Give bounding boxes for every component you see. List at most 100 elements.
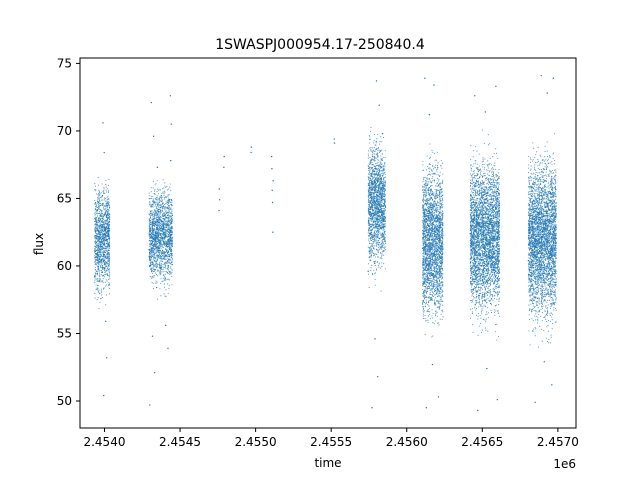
data-point: [373, 189, 375, 192]
data-point: [100, 259, 103, 262]
data-point: [532, 207, 534, 209]
data-point: [167, 347, 169, 350]
data-point: [155, 286, 158, 289]
data-point: [491, 255, 493, 258]
data-point: [103, 151, 105, 154]
data-point: [103, 267, 106, 270]
data-point: [270, 155, 273, 158]
data-points: [93, 74, 557, 412]
data-point: [170, 123, 172, 125]
data-point: [161, 238, 164, 240]
data-point: [170, 246, 172, 248]
data-point: [372, 212, 374, 214]
data-point: [496, 398, 499, 401]
x-axis-label: time: [314, 456, 341, 470]
data-point: [375, 168, 377, 170]
x-tick-label: 2.4560: [386, 435, 428, 449]
data-point: [152, 200, 154, 202]
data-point: [551, 203, 554, 205]
data-point: [102, 239, 105, 241]
data-point: [103, 394, 105, 397]
data-point: [271, 201, 274, 204]
data-point: [151, 335, 154, 337]
y-axis: 50 55 60 65 70 75: [57, 56, 80, 408]
data-point: [538, 219, 540, 221]
data-point: [423, 282, 425, 285]
data-point: [104, 234, 107, 236]
data-point: [527, 259, 530, 262]
x-axis-offset-label: 1e6: [553, 457, 576, 471]
data-point: [167, 228, 170, 231]
data-point: [171, 263, 173, 266]
x-tick-label: 2.4540: [83, 435, 125, 449]
data-point: [149, 212, 152, 214]
data-point: [166, 272, 169, 274]
data-point: [159, 196, 161, 198]
data-point: [218, 188, 221, 190]
data-point: [543, 361, 545, 363]
data-point: [431, 363, 434, 366]
plot-frame: [79, 57, 577, 429]
data-point: [382, 219, 385, 221]
data-point: [271, 189, 273, 192]
data-point: [384, 184, 386, 186]
data-point: [427, 224, 430, 227]
y-tick-label: 60: [57, 259, 72, 273]
data-point: [375, 80, 378, 82]
data-point: [105, 203, 108, 205]
data-point: [169, 199, 171, 201]
data-point: [169, 95, 172, 97]
data-point: [108, 284, 110, 286]
data-point: [498, 250, 500, 252]
data-point: [433, 84, 435, 86]
data-point: [424, 208, 427, 210]
data-point: [223, 166, 225, 169]
data-point: [421, 247, 424, 250]
data-point: [100, 215, 102, 217]
data-point: [218, 209, 220, 212]
data-point: [272, 180, 274, 182]
data-point: [428, 114, 431, 116]
data-point: [96, 209, 98, 212]
data-point: [218, 199, 221, 201]
data-point: [164, 262, 166, 264]
x-tick-label: 2.4555: [310, 435, 352, 449]
data-point: [477, 409, 479, 412]
data-point: [148, 249, 150, 251]
y-tick-label: 70: [57, 124, 72, 138]
x-tick-label: 2.4565: [461, 435, 503, 449]
data-point: [374, 338, 376, 340]
data-point: [437, 288, 439, 290]
data-point: [106, 357, 108, 359]
data-point: [434, 200, 436, 202]
data-point: [377, 375, 379, 378]
data-point: [381, 196, 383, 198]
data-point: [552, 77, 555, 79]
data-point: [485, 243, 488, 246]
dense-band-3: [367, 126, 387, 292]
data-point: [156, 166, 159, 169]
data-point: [548, 232, 551, 235]
data-point: [101, 195, 104, 197]
data-point: [150, 101, 153, 104]
data-point: [333, 142, 336, 144]
data-point: [471, 284, 473, 286]
data-point: [367, 270, 369, 273]
data-point: [152, 135, 155, 138]
data-point: [441, 236, 443, 239]
dense-band-4: [422, 143, 444, 338]
dense-band-5: [469, 129, 501, 341]
data-point: [476, 223, 479, 225]
data-point: [95, 227, 98, 229]
data-point: [480, 226, 482, 228]
data-point: [478, 294, 480, 297]
data-point: [440, 257, 442, 259]
data-point: [424, 77, 426, 79]
x-axis: 2.4540 2.4545 2.4550 2.4555 2.4560 2.4565 2.45…: [83, 428, 579, 449]
data-point: [371, 407, 373, 409]
data-point: [93, 276, 96, 278]
data-point: [533, 251, 536, 254]
data-point: [487, 280, 490, 282]
data-point: [381, 132, 384, 135]
data-point: [425, 407, 428, 409]
